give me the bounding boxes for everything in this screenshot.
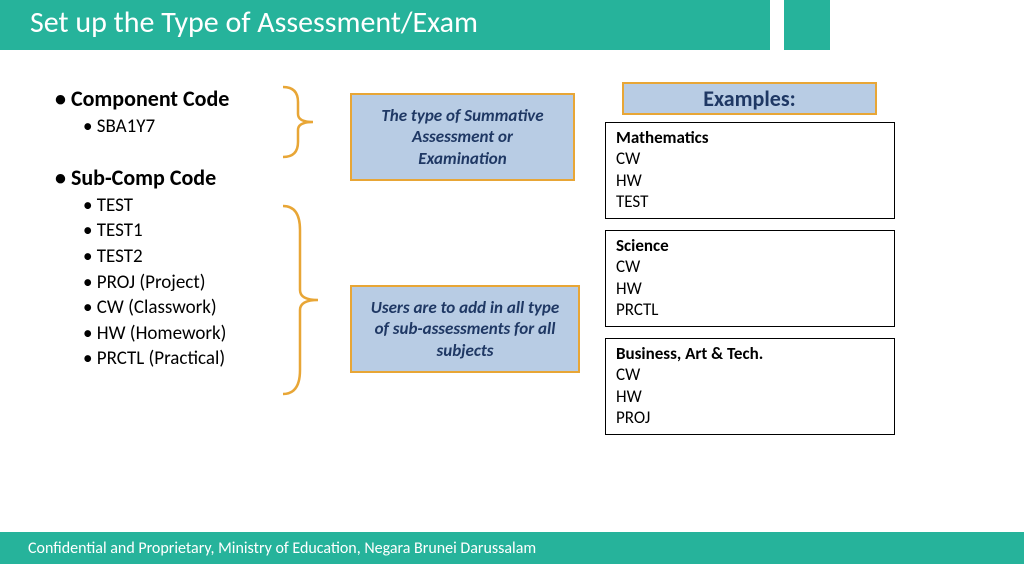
example-box-math: Mathematics CW HW TEST: [605, 122, 895, 219]
example-item: HW: [616, 278, 884, 299]
title-accent-stripe-2: [830, 0, 848, 50]
example-subject: Mathematics: [616, 127, 884, 148]
example-item: CW: [616, 364, 884, 385]
example-subject: Business, Art & Tech.: [616, 343, 884, 364]
bullet-column: Component Code SBA1Y7 Sub-Comp Code TEST…: [55, 85, 315, 372]
example-item: HW: [616, 386, 884, 407]
content-area: Component Code SBA1Y7 Sub-Comp Code TEST…: [0, 70, 1024, 510]
example-item: TEST: [616, 191, 884, 212]
brace-top-icon: [278, 82, 318, 162]
example-item: CW: [616, 256, 884, 277]
heading-component-code: Component Code: [55, 85, 315, 112]
example-box-science: Science CW HW PRCTL: [605, 230, 895, 327]
example-item: PROJ: [616, 407, 884, 428]
callout-summative: The type of Summative Assessment or Exam…: [350, 93, 575, 181]
example-item: PRCTL: [616, 299, 884, 320]
heading-subcomp-code: Sub-Comp Code: [55, 164, 315, 191]
example-box-business: Business, Art & Tech. CW HW PROJ: [605, 338, 895, 435]
example-subject: Science: [616, 235, 884, 256]
slide-title: Set up the Type of Assessment/Exam: [30, 4, 478, 41]
example-item: HW: [616, 170, 884, 191]
footer-bar: Confidential and Proprietary, Ministry o…: [0, 532, 1024, 564]
brace-bottom-icon: [278, 200, 322, 400]
title-accent-triangle: [848, 0, 888, 50]
footer-text: Confidential and Proprietary, Ministry o…: [28, 539, 536, 558]
title-accent-stripe-1: [770, 0, 784, 50]
callout-subassessments: Users are to add in all type of sub-asse…: [350, 285, 580, 373]
examples-header: Examples:: [622, 82, 877, 115]
example-item: CW: [616, 148, 884, 169]
